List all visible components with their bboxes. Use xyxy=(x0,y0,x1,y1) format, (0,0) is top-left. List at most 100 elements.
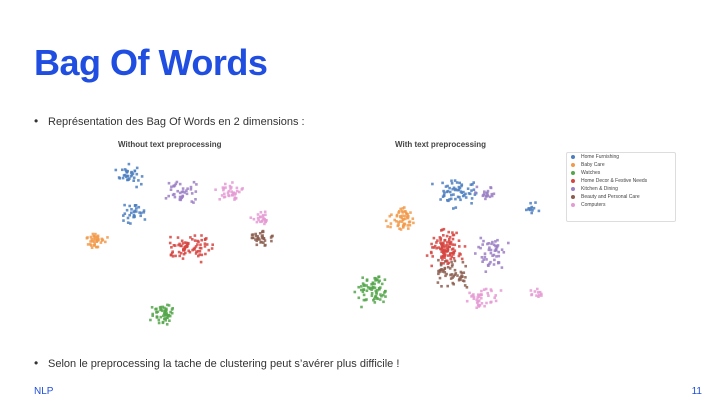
scatter-point xyxy=(480,296,483,300)
scatter-point xyxy=(262,241,265,244)
scatter-point xyxy=(438,270,441,274)
scatter-point xyxy=(460,183,464,186)
scatter-point xyxy=(398,210,401,213)
scatter-point xyxy=(490,289,493,293)
scatter-point xyxy=(439,238,442,242)
scatter-point xyxy=(123,203,126,207)
scatter-point xyxy=(135,210,138,213)
scatter-point xyxy=(450,265,454,268)
scatter-point xyxy=(261,234,264,237)
scatter-point xyxy=(490,192,494,196)
scatter-point xyxy=(263,239,267,242)
scatter-point xyxy=(452,274,455,278)
scatter-point xyxy=(360,305,363,309)
scatter-point xyxy=(449,197,453,201)
scatter-point xyxy=(460,272,464,275)
scatter-point xyxy=(95,239,98,243)
scatter-point xyxy=(529,289,533,292)
scatter-point xyxy=(529,207,533,210)
scatter-point xyxy=(437,272,440,276)
legend-label: Watches xyxy=(581,170,601,176)
scatter-point xyxy=(448,190,452,194)
scatter-point xyxy=(168,241,172,245)
scatter-point xyxy=(472,181,475,184)
scatter-point xyxy=(200,234,203,237)
scatter-point xyxy=(530,205,533,209)
scatter-point xyxy=(472,295,476,299)
scatter-point xyxy=(97,238,100,241)
scatter-point xyxy=(435,241,438,244)
scatter-point xyxy=(443,245,446,249)
scatter-point xyxy=(482,193,485,197)
scatter-point xyxy=(135,207,138,210)
scatter-point xyxy=(191,238,194,241)
scatter-point xyxy=(538,293,541,297)
scatter-point xyxy=(463,245,467,248)
scatter-point xyxy=(223,192,226,196)
scatter-point xyxy=(91,239,94,243)
scatter-point xyxy=(126,178,129,182)
scatter-point xyxy=(454,197,457,201)
scatter-point xyxy=(452,257,456,260)
scatter-point xyxy=(169,253,173,257)
scatter-point xyxy=(490,194,494,198)
scatter-point xyxy=(446,199,449,202)
scatter-point xyxy=(442,194,446,197)
scatter-point xyxy=(443,256,446,259)
scatter-point xyxy=(453,179,457,182)
legend-item: Kitchen & Dining xyxy=(567,185,675,193)
scatter-point xyxy=(432,236,436,240)
scatter-point xyxy=(230,190,233,193)
scatter-point xyxy=(90,246,94,249)
scatter-point xyxy=(374,289,378,293)
scatter-point xyxy=(437,258,440,262)
scatter-point xyxy=(446,265,450,269)
scatter-point xyxy=(159,315,163,319)
scatter-point xyxy=(446,262,449,265)
scatter-point xyxy=(479,246,482,250)
scatter-point xyxy=(472,188,476,191)
scatter-point xyxy=(255,243,259,247)
scatter-point xyxy=(490,300,493,304)
scatter-point xyxy=(224,186,227,189)
scatter-point xyxy=(502,251,506,254)
scatter-point xyxy=(491,254,494,257)
scatter-point xyxy=(480,302,484,305)
scatter-point xyxy=(132,213,136,217)
scatter-point xyxy=(158,306,162,309)
scatter-point xyxy=(456,274,459,277)
scatter-point xyxy=(362,284,366,288)
scatter-point xyxy=(89,235,93,239)
scatter-point xyxy=(491,240,494,244)
scatter-point xyxy=(456,195,460,199)
scatter-point xyxy=(373,282,376,286)
scatter-point xyxy=(89,243,92,246)
scatter-point xyxy=(452,253,455,256)
scatter-point xyxy=(483,304,486,308)
scatter-point xyxy=(477,299,481,302)
bullet-1-text: Représentation des Bag Of Words en 2 dim… xyxy=(48,116,305,128)
scatter-point xyxy=(407,227,410,230)
scatter-point xyxy=(490,242,493,246)
scatter-point xyxy=(165,323,169,326)
scatter-point xyxy=(393,218,396,222)
scatter-point xyxy=(449,257,452,261)
scatter-point xyxy=(121,176,125,180)
legend-item: Beauty and Personal Care xyxy=(567,193,675,201)
scatter-point xyxy=(170,251,174,255)
scatter-point xyxy=(438,276,442,280)
scatter-point xyxy=(453,243,457,247)
scatter-point xyxy=(493,296,496,299)
scatter-point xyxy=(366,286,370,289)
scatter-point xyxy=(370,294,374,297)
scatter-point xyxy=(197,254,200,258)
scatter-point xyxy=(380,282,384,286)
scatter-point xyxy=(379,293,382,296)
scatter-point xyxy=(445,259,449,263)
scatter-point xyxy=(442,189,445,193)
legend-label: Beauty and Personal Care xyxy=(581,194,640,200)
legend-item: Home Decor & Festive Needs xyxy=(567,177,675,185)
scatter-point xyxy=(374,294,378,298)
scatter-point xyxy=(357,285,360,289)
scatter-point xyxy=(461,260,465,264)
